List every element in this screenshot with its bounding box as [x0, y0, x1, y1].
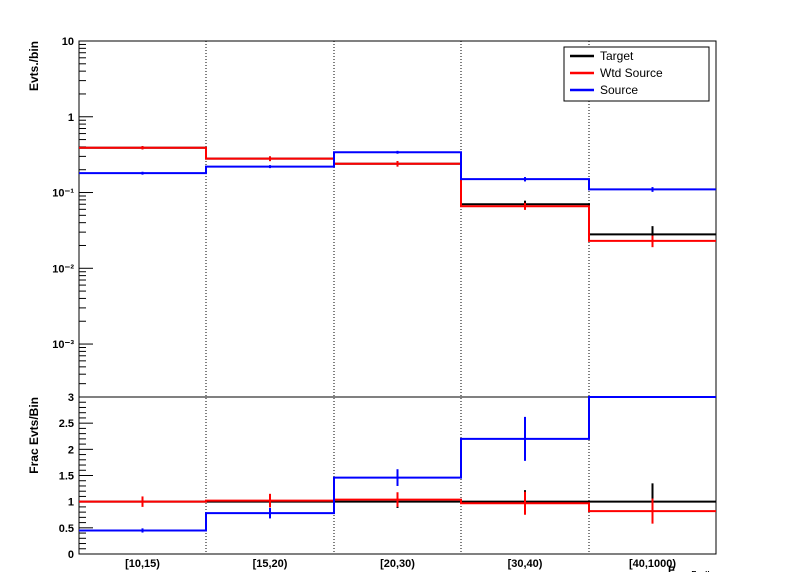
legend-entry: Target: [600, 49, 634, 63]
axis-ticks: [79, 40, 93, 555]
upper-y-tick-label: 10⁻²: [52, 263, 74, 275]
x-tick-label: [30,40): [508, 558, 543, 570]
x-tick-label: [10,15): [125, 558, 160, 570]
lower-y-tick-label: 3: [68, 392, 74, 404]
x-tick-label: [20,30): [380, 558, 415, 570]
lower-y-tick-label: 2.5: [59, 418, 74, 430]
lower-y-tick-label: 0: [68, 549, 74, 561]
lower-y-tick-label: 1.5: [59, 471, 74, 483]
x-tick-label: [15,20): [253, 558, 288, 570]
x-tick-label: [40,1000): [629, 558, 676, 570]
lower-y-axis-label: Frac Evts/Bin: [27, 397, 41, 474]
upper-y-tick-label: 1: [68, 112, 74, 124]
upper-y-axis-label: Evts./bin: [27, 41, 41, 91]
lower-y-tick-label: 2: [68, 444, 74, 456]
legend: Target Wtd Source Source: [563, 46, 710, 102]
upper-source-line: [79, 151, 716, 191]
upper-y-tick-label: 10: [62, 36, 74, 48]
upper-y-tick-label: 10⁻¹: [52, 188, 74, 200]
upper-series-group: [79, 146, 716, 248]
lower-series-group: [79, 396, 716, 533]
legend-entry: Wtd Source: [600, 66, 663, 80]
upper-target-line: [79, 146, 716, 236]
upper-y-tick-label: 10⁻³: [52, 339, 74, 351]
x-axis-label: EmaxFcell: [668, 565, 710, 572]
lower-y-tick-label: 1: [68, 497, 74, 509]
axis-labels: Evts./bin Frac Evts/Bin EmaxFcell 10110⁻…: [27, 36, 710, 572]
legend-entry: Source: [600, 83, 638, 97]
lower-y-tick-label: 0.5: [59, 523, 74, 535]
